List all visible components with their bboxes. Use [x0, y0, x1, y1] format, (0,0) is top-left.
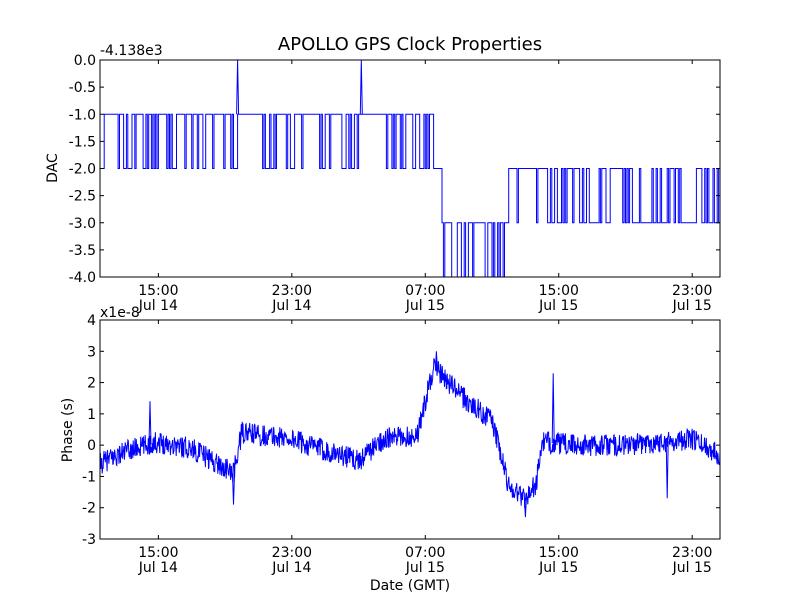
phase-x-tick-time: 15:00	[539, 545, 579, 561]
phase-y-ticks: -3 -2 -1 0 1 2 3 4	[82, 313, 720, 548]
phase-y-tick-label: -1	[82, 469, 96, 485]
phase-series-line	[99, 357, 721, 509]
dac-y-ticks: -4.0 -3.5 -3.0 -2.5 -2.0 -1.5 -1.0 -0.5 0.0	[69, 53, 720, 286]
phase-x-tick-time: 15:00	[138, 545, 178, 561]
phase-y-axis-label: Phase (s)	[60, 398, 76, 462]
dac-x-tick-time: 23:00	[272, 283, 312, 299]
phase-y-tick-label: 3	[87, 344, 96, 360]
phase-x-tick-date: Jul 14	[271, 560, 311, 576]
dac-panel: -4.0 -3.5 -3.0 -2.5 -2.0 -1.5 -1.0 -0.5 0.0 15:0…	[45, 43, 721, 314]
phase-y-tick-label: -3	[82, 532, 96, 548]
phase-offset-text: x1e-8	[100, 305, 140, 321]
dac-y-tick-label: -0.5	[69, 80, 96, 96]
phase-y-tick-label: 2	[87, 376, 96, 392]
dac-x-tick-date: Jul 15	[538, 298, 578, 314]
dac-x-tick-date: Jul 15	[405, 298, 445, 314]
dac-x-tick-time: 15:00	[138, 283, 178, 299]
dac-y-axis-label: DAC	[45, 153, 61, 183]
phase-spike	[148, 401, 152, 445]
phase-y-tick-label: 1	[87, 407, 96, 423]
dac-offset-text: -4.138e3	[100, 43, 163, 59]
chart-title: APOLLO GPS Clock Properties	[278, 34, 542, 55]
phase-y-tick-label: -2	[82, 501, 96, 517]
phase-spike	[665, 441, 669, 499]
dac-x-tick-time: 23:00	[672, 283, 712, 299]
phase-x-tick-date: Jul 15	[405, 560, 445, 576]
phase-plot-frame	[99, 319, 721, 540]
phase-x-tick-date: Jul 15	[538, 560, 578, 576]
phase-series	[99, 351, 721, 518]
dac-y-tick-label: 0.0	[74, 53, 96, 69]
phase-spike	[232, 473, 235, 505]
dac-y-tick-label: -4.0	[69, 270, 96, 286]
dac-series-line	[100, 113, 720, 278]
phase-x-tick-time: 23:00	[672, 545, 712, 561]
phase-y-tick-label: 4	[87, 313, 96, 329]
phase-y-tick-label: 0	[87, 438, 96, 454]
dac-x-tick-time: 15:00	[539, 283, 579, 299]
phase-spike	[551, 373, 555, 444]
dac-y-tick-label: -2.5	[69, 189, 96, 205]
dac-y-tick-label: -3.0	[69, 216, 96, 232]
dac-x-tick-date: Jul 14	[271, 298, 311, 314]
phase-x-axis-label: Date (GMT)	[370, 578, 450, 594]
phase-x-tick-date: Jul 14	[138, 560, 178, 576]
dac-x-tick-date: Jul 15	[672, 298, 712, 314]
dac-y-tick-label: -2.0	[69, 162, 96, 178]
phase-spike	[434, 351, 438, 370]
phase-x-tick-time: 07:00	[405, 545, 445, 561]
dac-x-tick-time: 07:00	[405, 283, 445, 299]
phase-spike	[523, 498, 527, 518]
dac-y-tick-label: -3.5	[69, 243, 96, 259]
dac-y-tick-label: -1.0	[69, 107, 96, 123]
phase-plot-area	[100, 320, 720, 539]
dac-y-tick-label: -1.5	[69, 134, 96, 150]
dac-x-tick-date: Jul 14	[138, 298, 178, 314]
phase-x-tick-date: Jul 15	[672, 560, 712, 576]
phase-x-tick-time: 23:00	[272, 545, 312, 561]
